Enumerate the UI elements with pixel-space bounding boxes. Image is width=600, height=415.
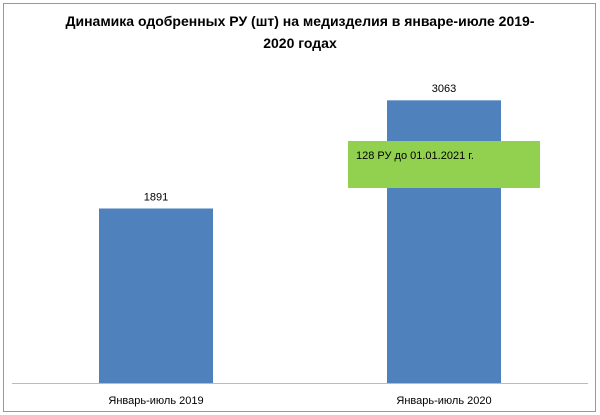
chart-border <box>3 3 596 412</box>
annotation-box <box>348 141 540 188</box>
x-tick-label: Январь-июль 2019 <box>108 395 203 407</box>
annotation-text: 128 РУ до 01.01.2021 г. <box>356 150 474 162</box>
value-label: 3063 <box>432 83 456 95</box>
value-label: 1891 <box>144 191 168 203</box>
chart-title: Динамика одобренных РУ (шт) на медиздели… <box>65 13 535 51</box>
x-tick-label: Январь-июль 2020 <box>396 395 491 407</box>
bar <box>99 208 213 383</box>
